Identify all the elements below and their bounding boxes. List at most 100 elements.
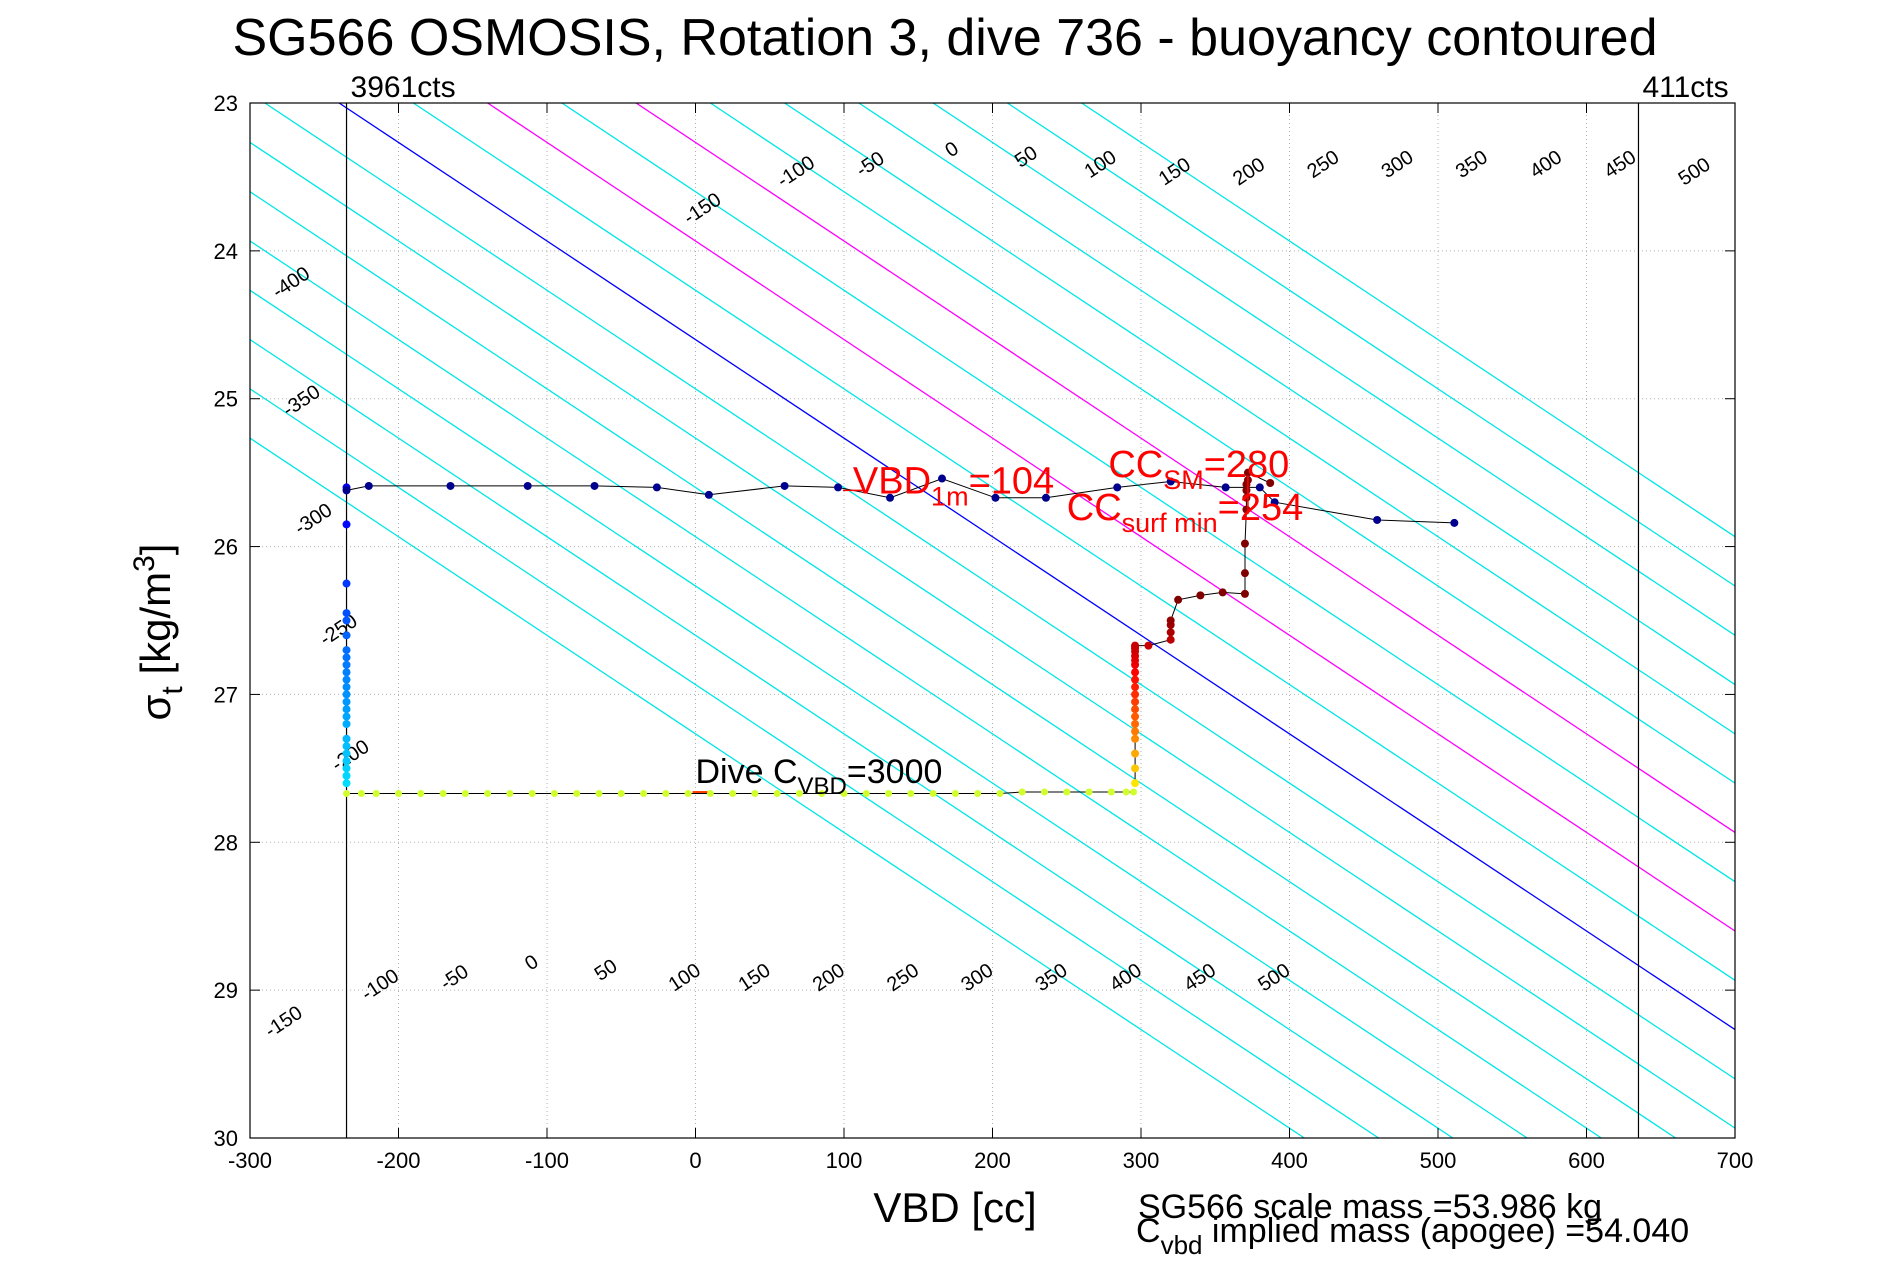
deep-point bbox=[439, 789, 447, 797]
deep-point bbox=[951, 789, 959, 797]
contour-line bbox=[1081, 103, 1735, 538]
climb-point bbox=[1131, 697, 1140, 706]
contour-label: 250 bbox=[1303, 146, 1343, 183]
cc-sm-annotation: CCSM=280 bbox=[1108, 444, 1289, 495]
deep-point bbox=[929, 789, 937, 797]
dive-cvbd-annotation-main: Dive C bbox=[696, 753, 798, 791]
deep-point bbox=[372, 789, 380, 797]
descent-point bbox=[342, 683, 351, 692]
climb-point bbox=[1166, 616, 1175, 625]
climb-point bbox=[1131, 641, 1140, 650]
descent-point bbox=[342, 660, 351, 669]
y-tick-label: 23 bbox=[214, 91, 238, 116]
deep-point bbox=[840, 789, 848, 797]
descent-point bbox=[342, 579, 351, 588]
descent-point bbox=[342, 653, 351, 662]
contour-label: 250 bbox=[883, 959, 923, 996]
y-tick-label: 29 bbox=[214, 978, 238, 1003]
y-tick-label: 24 bbox=[214, 239, 238, 264]
surface-point bbox=[1166, 477, 1175, 486]
contour-label: -350 bbox=[279, 381, 325, 421]
surface-point bbox=[1113, 483, 1122, 492]
contour-label: -50 bbox=[436, 961, 472, 995]
contour-line bbox=[709, 103, 1735, 784]
y-axis-label-end: ] bbox=[132, 544, 179, 556]
x-tick-label: 600 bbox=[1568, 1148, 1605, 1173]
contour-label: -100 bbox=[358, 965, 404, 1005]
descent-point bbox=[342, 771, 351, 780]
descent-point bbox=[342, 749, 351, 758]
contour-label: 200 bbox=[1229, 154, 1269, 191]
plot-frame bbox=[249, 102, 1736, 1139]
contour-line bbox=[412, 103, 1735, 982]
descent-point bbox=[342, 764, 351, 773]
surface-point bbox=[1373, 515, 1382, 524]
deep-point bbox=[885, 789, 893, 797]
surface-point bbox=[523, 481, 532, 490]
contour-label: -250 bbox=[316, 610, 362, 650]
contour-line bbox=[250, 190, 1676, 1138]
surface-point bbox=[1255, 483, 1264, 492]
x-axis-label: VBD [cc] bbox=[873, 1184, 1036, 1231]
surface-point bbox=[590, 481, 599, 490]
footer-implied-mass: Cvbd implied mass (apogee) =54.040 bbox=[1136, 1212, 1689, 1260]
deep-point bbox=[907, 789, 915, 797]
contour-line bbox=[561, 103, 1735, 883]
deep-point bbox=[1122, 788, 1130, 796]
x-tick-label: 500 bbox=[1420, 1148, 1457, 1173]
contour-label: 0 bbox=[521, 951, 542, 975]
footer-implied-tail: implied mass (apogee) =54.040 bbox=[1202, 1212, 1689, 1250]
climb-point bbox=[1240, 589, 1249, 598]
deep-point bbox=[528, 789, 536, 797]
descent-point bbox=[342, 690, 351, 699]
climb-point bbox=[1131, 727, 1140, 736]
cc-sm-annotation-sub: SM bbox=[1163, 465, 1204, 495]
deep-point bbox=[506, 789, 514, 797]
cc-sm-annotation-main: CC bbox=[1108, 444, 1163, 486]
dive-cvbd-annotation-tail: =3000 bbox=[847, 753, 943, 791]
vbd-1m-annotation-tail: =104 bbox=[969, 460, 1055, 502]
climb-point bbox=[1174, 595, 1183, 604]
y-tick-label: 27 bbox=[214, 682, 238, 707]
deep-point bbox=[862, 789, 870, 797]
x-tick-label: 0 bbox=[689, 1148, 701, 1173]
surface-line bbox=[346, 478, 1455, 524]
x-tick-label: 700 bbox=[1717, 1148, 1754, 1173]
climb-point bbox=[1131, 720, 1140, 728]
contour-label: 100 bbox=[1081, 146, 1121, 183]
surface-point bbox=[991, 493, 1000, 502]
contour-line bbox=[250, 240, 1602, 1138]
cc-surf-min-annotation: CCsurf min=254 bbox=[1067, 487, 1304, 538]
deep-point bbox=[357, 789, 365, 797]
footer-scale-mass: SG566 scale mass =53.986 kg bbox=[1138, 1188, 1602, 1226]
climb-point bbox=[1240, 569, 1249, 578]
contour-label: 400 bbox=[1526, 146, 1566, 183]
climb-point bbox=[1218, 588, 1227, 597]
deep-point bbox=[773, 789, 781, 797]
x-tick-label: -100 bbox=[525, 1148, 569, 1173]
surface-point bbox=[364, 481, 373, 490]
cc-surf-min-annotation-main: CC bbox=[1067, 487, 1122, 529]
descent-point bbox=[342, 720, 351, 728]
deep-point bbox=[1130, 788, 1138, 796]
chart-title: SG566 OSMOSIS, Rotation 3, dive 736 - bu… bbox=[232, 9, 1657, 67]
contour-label: 350 bbox=[1032, 959, 1072, 996]
descent-point bbox=[342, 734, 351, 743]
deep-point bbox=[706, 789, 714, 797]
descent-point bbox=[342, 616, 351, 625]
surface-point bbox=[1270, 498, 1279, 507]
deep-point bbox=[461, 789, 469, 797]
surface-point bbox=[342, 486, 351, 495]
footer-implied-sub: vbd bbox=[1161, 1230, 1203, 1260]
contour-label: 150 bbox=[1155, 154, 1195, 191]
contour-label: -150 bbox=[261, 1002, 307, 1042]
climb-point bbox=[1266, 478, 1275, 487]
x-tick-label: 100 bbox=[826, 1148, 863, 1173]
y-tick-label: 25 bbox=[214, 387, 238, 412]
deep-point bbox=[662, 789, 670, 797]
max-vbd-limit-label: 411cts bbox=[1642, 71, 1728, 104]
surface-point bbox=[1221, 483, 1230, 492]
deep-point bbox=[751, 789, 759, 797]
surface-point bbox=[780, 481, 789, 490]
